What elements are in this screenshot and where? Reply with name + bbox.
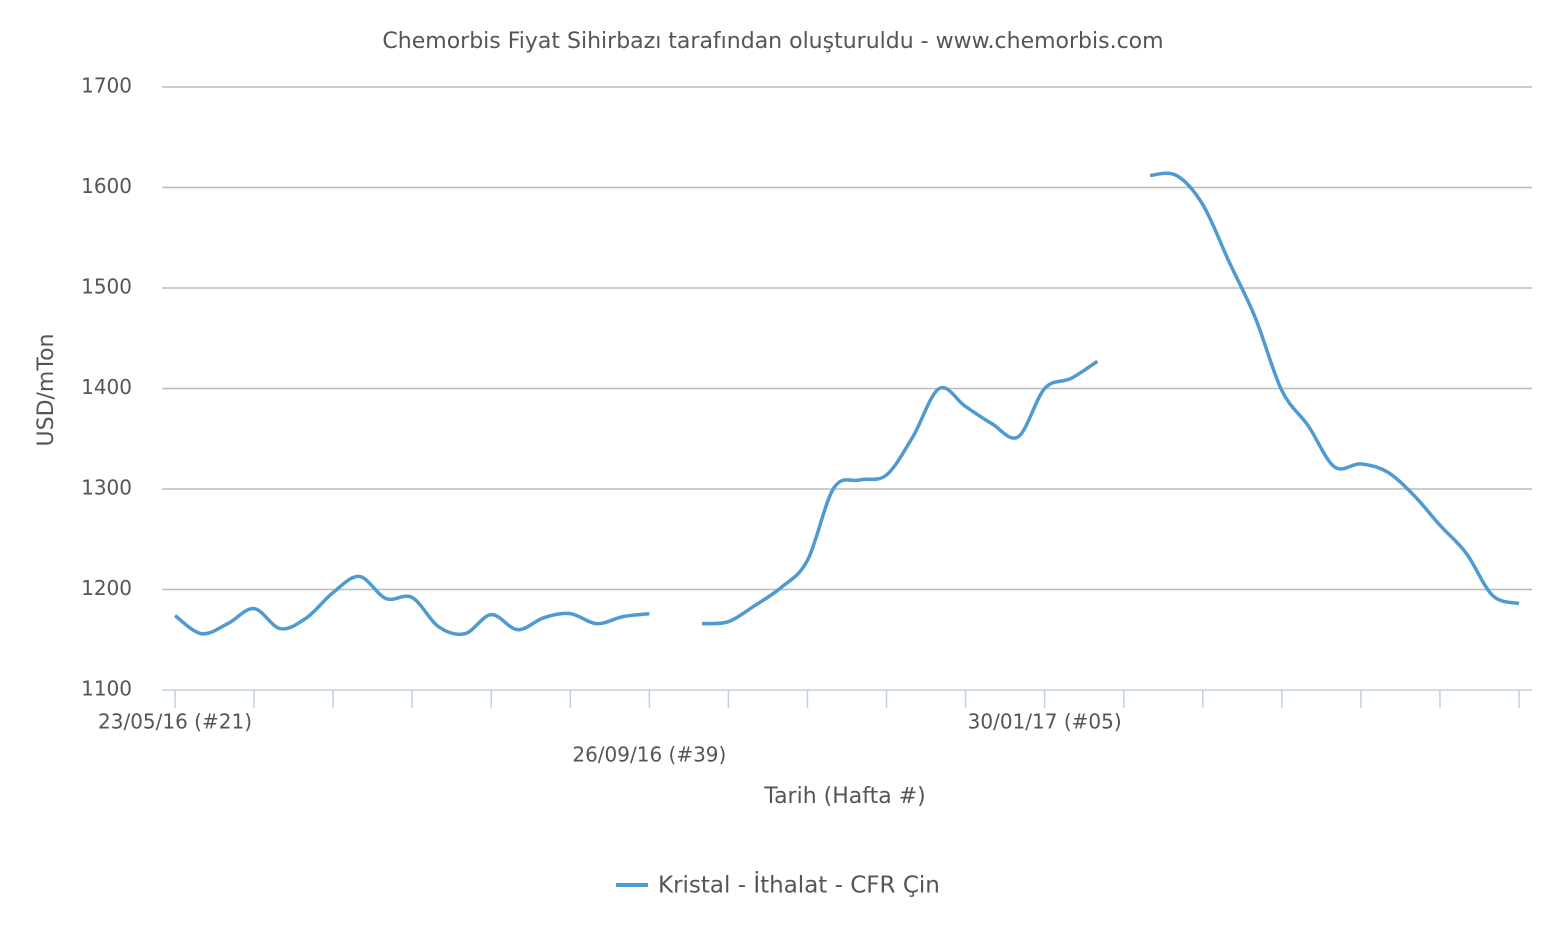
y-tick-label: 1500 xyxy=(81,275,132,299)
y-tick-label: 1100 xyxy=(81,677,132,701)
chart-title: Chemorbis Fiyat Sihirbazı tarafından olu… xyxy=(382,29,1163,54)
y-axis-title: USD/mTon xyxy=(34,334,59,447)
series-line xyxy=(173,171,1520,637)
y-tick-label: 1700 xyxy=(81,74,132,98)
y-tick-label: 1600 xyxy=(81,174,132,198)
x-axis-title: Tarih (Hafta #) xyxy=(763,784,925,809)
x-tick-label: 30/01/17 (#05) xyxy=(968,710,1122,734)
y-tick-label: 1200 xyxy=(81,576,132,600)
x-tick-label: 23/05/16 (#21) xyxy=(98,710,252,734)
x-tick-label: 26/09/16 (#39) xyxy=(572,743,726,767)
y-tick-label: 1300 xyxy=(81,476,132,500)
legend-label: Kristal - İthalat - CFR Çin xyxy=(658,871,940,899)
y-tick-label: 1400 xyxy=(81,375,132,399)
